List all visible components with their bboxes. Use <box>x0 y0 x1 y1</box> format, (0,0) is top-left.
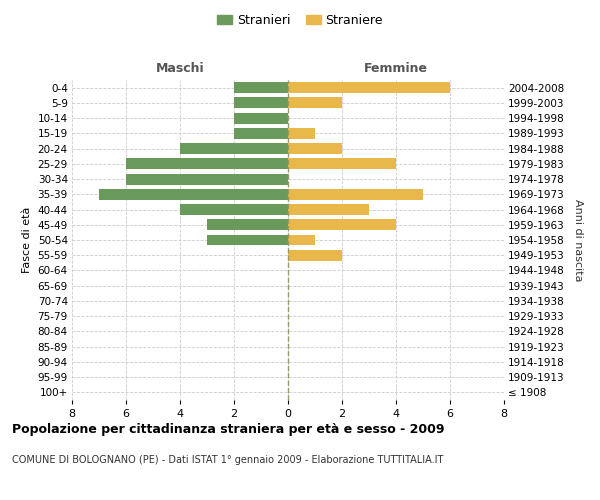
Bar <box>288 220 396 230</box>
Text: COMUNE DI BOLOGNANO (PE) - Dati ISTAT 1° gennaio 2009 - Elaborazione TUTTITALIA.: COMUNE DI BOLOGNANO (PE) - Dati ISTAT 1°… <box>12 455 443 465</box>
Bar <box>126 174 288 184</box>
Legend: Stranieri, Straniere: Stranieri, Straniere <box>212 8 388 32</box>
Bar <box>207 234 288 246</box>
Text: Femmine: Femmine <box>364 62 428 75</box>
Bar <box>288 98 342 108</box>
Bar <box>288 234 315 246</box>
Bar <box>288 128 315 139</box>
Bar <box>288 189 423 200</box>
Bar <box>234 82 288 93</box>
Bar <box>288 82 450 93</box>
Bar <box>234 112 288 124</box>
Bar <box>99 189 288 200</box>
Bar <box>288 204 369 215</box>
Bar <box>234 98 288 108</box>
Bar <box>180 204 288 215</box>
Bar <box>288 143 342 154</box>
Text: Maschi: Maschi <box>155 62 205 75</box>
Y-axis label: Anni di nascita: Anni di nascita <box>573 198 583 281</box>
Bar <box>288 250 342 260</box>
Bar <box>234 128 288 139</box>
Y-axis label: Fasce di età: Fasce di età <box>22 207 32 273</box>
Bar <box>288 158 396 170</box>
Bar <box>207 220 288 230</box>
Text: Popolazione per cittadinanza straniera per età e sesso - 2009: Popolazione per cittadinanza straniera p… <box>12 422 445 436</box>
Bar <box>180 143 288 154</box>
Bar <box>126 158 288 170</box>
